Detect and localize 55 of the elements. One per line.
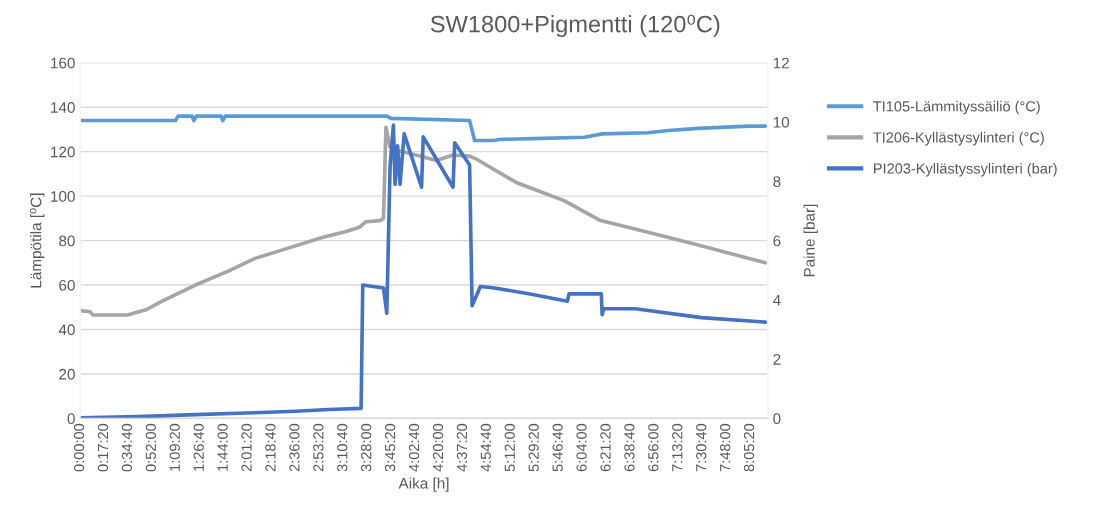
y2-tick-label: 8 [773,176,781,187]
y-tick-label: 160 [51,57,75,69]
y2-tick-label: 0 [773,413,781,425]
y-tick-label: 140 [51,102,75,113]
x-tick-label: 8:05:20 [743,423,755,472]
line-series [80,123,768,419]
x-tick-label: 2:01:20 [241,423,252,472]
x-axis-title: Aika [h] [398,477,449,492]
x-tick-label: 3:28:00 [361,423,372,472]
x-tick-label: 5:12:00 [504,423,515,472]
line-series [80,125,768,317]
x-tick-label: 0:17:20 [97,423,109,472]
x-tick-label: 2:36:00 [289,423,300,472]
line-series [80,114,768,143]
x-tick-label: 0:52:00 [145,423,156,472]
legend-label: PI203-Kyllästyssylinteri (bar) [874,162,1057,177]
x-tick-label: 1:44:00 [217,423,228,471]
y2-axis-title: Paine [bar] [803,204,818,277]
chart-title: SW1800+Pigmentti (120⁰C) [430,14,720,38]
y-axis-title: Lämpötila [⁰C] [29,193,45,288]
y2-tick-label: 2 [773,353,781,365]
y-tick-label: 20 [59,368,75,380]
x-tick-label: 7:48:00 [719,423,731,472]
y-tick-label: 0 [67,413,75,425]
x-tick-label: 7:30:40 [696,423,707,472]
x-tick-label: 4:54:40 [480,423,492,472]
y2-tick-label: 6 [773,235,781,247]
x-tick-label: 0:00:00 [73,423,85,472]
y2-tick-label: 4 [773,294,781,306]
legend-label: TI206-Kyllästysylinteri (°C) [873,131,1044,146]
x-tick-label: 6:04:00 [576,423,587,472]
y2-tick-label: 12 [773,57,789,69]
x-tick-label: 5:29:20 [528,423,539,472]
x-tick-label: 0:34:40 [121,423,133,472]
legend-label: TI105-Lämmityssäiliö (°C) [873,100,1040,115]
y-tick-label: 60 [59,279,75,291]
x-tick-label: 3:10:40 [337,423,348,472]
x-tick-label: 6:38:40 [624,423,635,472]
x-tick-label: 4:02:40 [408,423,420,472]
x-tick-label: 4:20:00 [432,423,444,472]
x-tick-label: 2:53:20 [313,423,324,472]
x-tick-label: 2:18:40 [265,423,276,472]
y2-tick-label: 10 [773,116,790,128]
y-tick-label: 100 [51,190,75,202]
x-tick-label: 1:09:20 [169,423,180,471]
x-tick-label: 1:26:40 [193,423,204,471]
x-tick-label: 4:37:20 [456,423,468,472]
x-tick-label: 5:46:40 [552,423,563,472]
x-tick-label: 3:45:20 [384,423,396,472]
x-tick-label: 7:13:20 [672,423,683,472]
x-tick-label: 6:21:20 [600,423,611,472]
y-tick-label: 80 [59,235,75,247]
y-tick-label: 120 [51,146,75,158]
y-tick-label: 40 [58,324,75,336]
x-tick-label: 6:56:00 [648,423,659,472]
